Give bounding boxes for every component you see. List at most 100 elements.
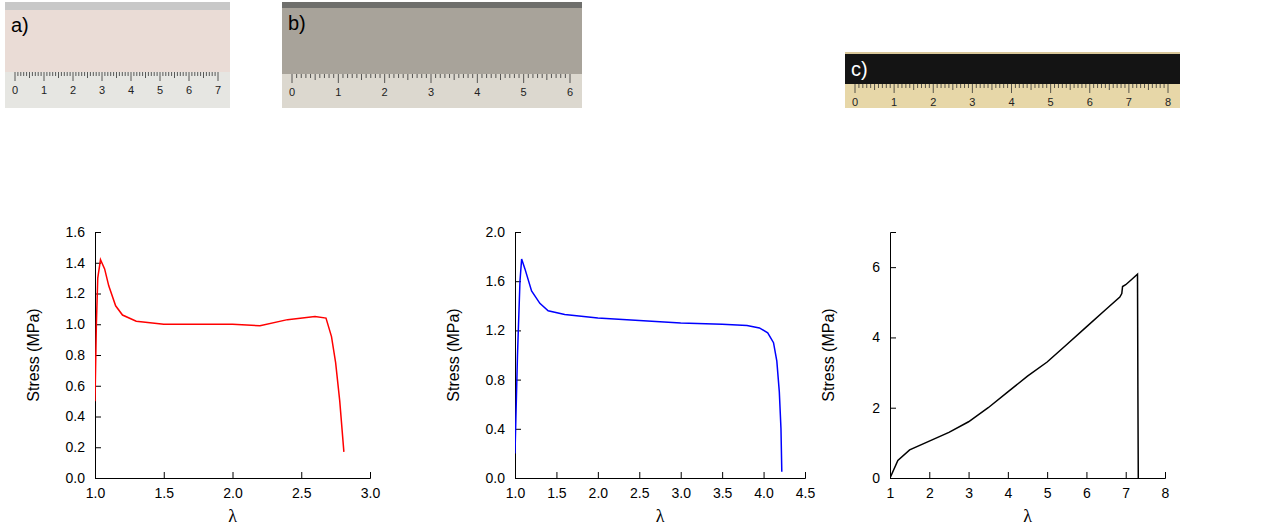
- y-tick-label: 1.2: [66, 285, 86, 301]
- ruler-label: 4: [474, 86, 480, 98]
- y-tick-mark: [95, 447, 101, 448]
- y-tick: 0.0: [486, 470, 521, 486]
- ruler-tick: [417, 74, 418, 78]
- ruler-tick: [929, 84, 930, 88]
- ruler-tick: [209, 72, 210, 76]
- ruler-tick: [960, 84, 961, 88]
- sample-strip: [5, 10, 230, 72]
- ruler-tick: [96, 72, 97, 76]
- ruler-tick: [481, 74, 482, 78]
- ruler-tick: [968, 84, 969, 88]
- ruler-tick: [162, 72, 163, 76]
- x-tick-mark: [1086, 472, 1087, 478]
- ruler-tick: [858, 84, 859, 88]
- ruler-tick: [375, 74, 376, 78]
- ruler-tick: [41, 72, 42, 76]
- ruler-tick: [1089, 84, 1090, 93]
- y-tick-mark: [95, 478, 101, 479]
- ruler-tick: [952, 84, 953, 90]
- ruler-tick: [862, 84, 863, 88]
- ruler-label: 2: [70, 84, 76, 96]
- x-tick-label: 3.5: [713, 485, 733, 501]
- panel-label: c): [851, 58, 868, 80]
- ruler-label: 3: [428, 86, 434, 98]
- ruler-tick: [136, 72, 137, 76]
- ruler-tick: [407, 74, 408, 80]
- ruler-tick: [870, 84, 871, 88]
- ruler-tick: [128, 72, 129, 76]
- y-axis-line: [891, 233, 897, 479]
- chart: 1.01.52.02.53.03.54.04.50.00.40.81.21.62…: [445, 224, 815, 526]
- ruler-tick: [329, 74, 330, 78]
- ruler-label: 7: [1126, 96, 1132, 108]
- ruler-label: 2: [382, 86, 388, 98]
- ruler-tick: [1097, 84, 1098, 88]
- ruler-tick: [90, 72, 91, 76]
- y-tick-label: 6: [872, 259, 880, 275]
- y-tick-label: 0.4: [486, 421, 506, 437]
- ruler-label: 1: [335, 86, 341, 98]
- y-tick-label: 2.0: [486, 224, 506, 240]
- ruler-tick: [186, 72, 187, 76]
- x-tick: 8: [1162, 472, 1170, 501]
- photo-background: [5, 2, 230, 108]
- ruler-tick: [1160, 84, 1161, 88]
- x-tick: 1.5: [155, 472, 175, 501]
- ruler-tick: [148, 72, 149, 76]
- ruler-tick: [212, 72, 213, 76]
- y-tick-mark: [95, 417, 101, 418]
- ruler-tick: [55, 72, 56, 76]
- ruler-tick: [38, 72, 39, 76]
- y-tick-label: 1.6: [486, 273, 506, 289]
- ruler: [5, 72, 230, 108]
- ruler-tick: [177, 72, 178, 76]
- y-tick-mark: [890, 408, 896, 409]
- ruler-label: 2: [930, 96, 936, 108]
- ruler-tick: [26, 72, 27, 76]
- ruler-label: 0: [12, 84, 18, 96]
- ruler-tick: [133, 72, 134, 76]
- ruler-tick: [194, 72, 195, 76]
- ruler-tick: [352, 74, 353, 78]
- y-tick-label: 1.2: [486, 322, 506, 338]
- ruler-tick: [338, 74, 339, 83]
- y-tick: 0.0: [66, 470, 101, 486]
- ruler-tick: [301, 74, 302, 78]
- ruler-tick: [866, 84, 867, 88]
- ruler-tick: [917, 84, 918, 88]
- ruler-tick: [361, 74, 362, 80]
- ruler-tick: [292, 74, 293, 83]
- ruler-tick: [1105, 84, 1106, 88]
- ruler-tick: [431, 74, 432, 83]
- ruler-tick: [1066, 84, 1067, 88]
- ruler-tick: [151, 72, 152, 76]
- x-tick-mark: [805, 472, 806, 478]
- panel-label: b): [288, 12, 306, 34]
- x-tick-label: 4.0: [754, 485, 774, 501]
- ruler-tick: [1074, 84, 1075, 88]
- x-tick: 2.5: [630, 472, 650, 501]
- ruler-tick: [81, 72, 82, 76]
- ruler-tick: [909, 84, 910, 88]
- ruler-tick: [1136, 84, 1137, 88]
- ruler-tick: [333, 74, 334, 78]
- ruler-tick: [197, 72, 198, 76]
- ruler-label: 0: [852, 96, 858, 108]
- ruler-tick: [113, 72, 114, 76]
- ruler-tick: [956, 84, 957, 88]
- chart: 123456780246λStress (MPa): [820, 233, 1170, 527]
- x-tick: 4.0: [754, 472, 774, 501]
- y-tick-label: 0.2: [66, 439, 86, 455]
- x-tick-mark: [164, 472, 165, 478]
- ruler-tick: [898, 84, 899, 88]
- ruler-tick: [49, 72, 50, 76]
- ruler-tick: [948, 84, 949, 88]
- ruler-tick: [1152, 84, 1153, 88]
- ruler-tick: [403, 74, 404, 78]
- ruler-tick: [319, 74, 320, 78]
- ruler-label: 4: [128, 84, 134, 96]
- x-tick-mark: [556, 472, 557, 478]
- ruler-tick: [32, 72, 33, 76]
- ruler-tick: [984, 84, 985, 88]
- ruler-tick: [1132, 84, 1133, 88]
